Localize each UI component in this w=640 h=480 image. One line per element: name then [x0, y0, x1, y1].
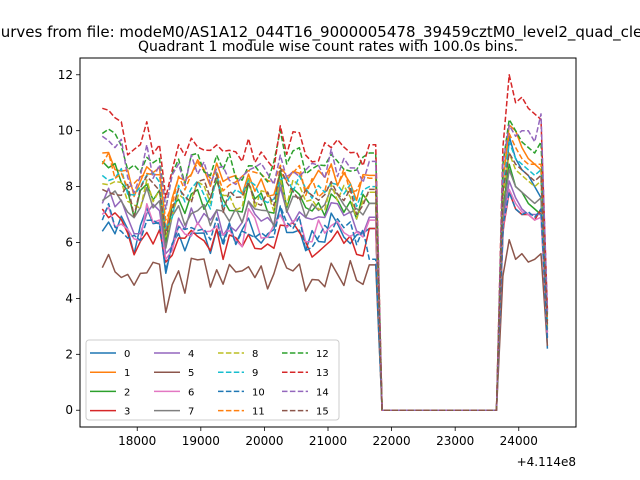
- legend-label-0: 0: [124, 349, 130, 360]
- legend-label-4: 4: [188, 349, 194, 360]
- legend-label-1: 1: [124, 368, 130, 379]
- y-tick-label: 8: [65, 180, 73, 194]
- legend-label-6: 6: [188, 387, 194, 398]
- y-tick-label: 2: [65, 347, 73, 361]
- x-tick-label: 18000: [118, 434, 156, 448]
- y-tick-label: 0: [65, 403, 73, 417]
- legend-label-13: 13: [316, 368, 329, 379]
- legend-label-9: 9: [252, 368, 258, 379]
- series-line-13: [102, 74, 549, 411]
- legend-label-10: 10: [252, 387, 265, 398]
- x-tick-label: 20000: [245, 434, 283, 448]
- y-tick-label: 10: [58, 124, 73, 138]
- legend-label-2: 2: [124, 387, 130, 398]
- chart-title: Quadrant 1 module wise count rates with …: [138, 39, 518, 55]
- x-tick-label: 21000: [309, 434, 347, 448]
- series-line-15: [101, 152, 549, 411]
- y-tick-label: 4: [65, 291, 73, 305]
- legend-label-7: 7: [188, 407, 194, 418]
- legend-box: [85, 339, 340, 421]
- legend-label-5: 5: [188, 368, 194, 379]
- x-tick-label: 24000: [500, 434, 538, 448]
- x-axis: 18000 19000 20000 21000 22000 23000 24000: [118, 427, 538, 448]
- figure-suptitle: Light curves from file: modeM0/AS1A12_04…: [0, 23, 640, 42]
- y-tick-label: 12: [58, 68, 73, 82]
- y-tick-label: 6: [65, 236, 73, 250]
- legend-label-12: 12: [316, 349, 329, 360]
- x-tick-label: 22000: [372, 434, 410, 448]
- x-axis-offset-label: +4.114e8: [517, 455, 576, 469]
- legend-label-11: 11: [252, 407, 265, 418]
- y-axis: 0 2 4 6 8 10 12: [58, 68, 80, 417]
- x-tick-label: 23000: [436, 434, 474, 448]
- plot-lines: [101, 74, 549, 411]
- legend-label-3: 3: [124, 407, 130, 418]
- legend-label-15: 15: [316, 407, 329, 418]
- legend-label-8: 8: [252, 349, 258, 360]
- legend-label-14: 14: [316, 387, 329, 398]
- x-tick-label: 19000: [182, 434, 220, 448]
